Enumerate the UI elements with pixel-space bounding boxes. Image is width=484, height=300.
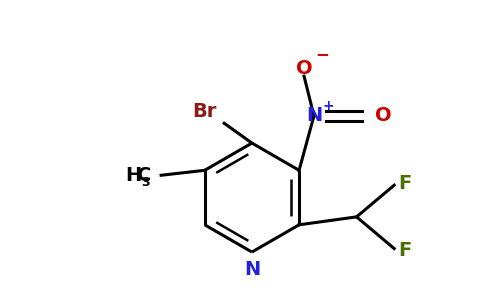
Text: N: N: [244, 260, 260, 279]
Text: 3: 3: [141, 176, 150, 189]
Text: O: O: [296, 59, 312, 78]
Text: O: O: [375, 106, 392, 125]
Text: F: F: [398, 174, 411, 193]
Text: −: −: [315, 45, 329, 63]
Text: N: N: [306, 106, 322, 125]
Text: Br: Br: [192, 102, 216, 121]
Text: F: F: [398, 241, 411, 260]
Text: +: +: [322, 99, 333, 113]
Text: H: H: [125, 166, 141, 185]
Text: C: C: [137, 166, 151, 185]
